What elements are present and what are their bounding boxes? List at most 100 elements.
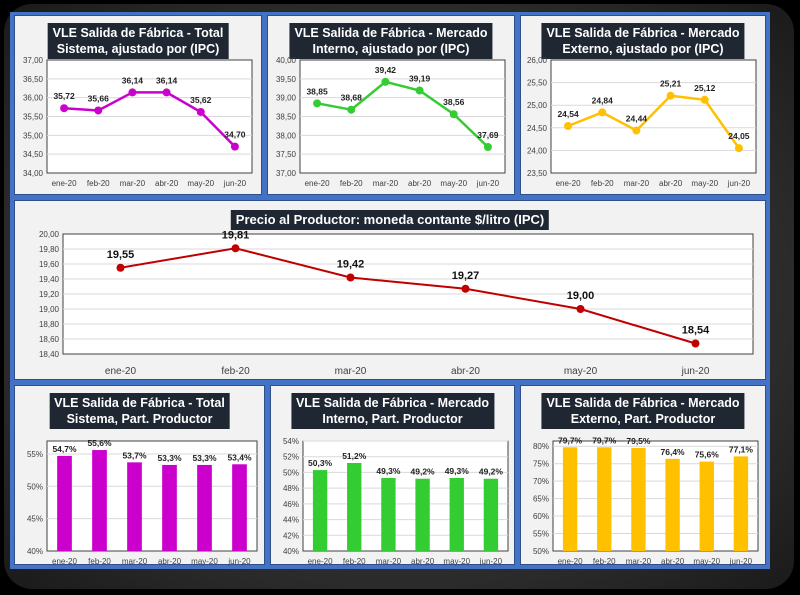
x-tick-label: mar-20 [122,557,148,566]
y-tick-label: 39,50 [276,75,297,84]
data-label: 36,14 [156,75,178,85]
data-label: 54,7% [52,444,77,454]
y-tick-label: 50% [27,482,43,491]
chart-title-line1: VLE Salida de Fábrica - Mercado [546,26,740,40]
bar [57,455,72,551]
x-tick-label: jun-20 [681,366,710,377]
x-tick-label: ene-20 [305,179,330,188]
chart-title-line1: VLE Salida de Fábrica - Total [52,26,224,40]
y-tick-label: 40% [283,547,299,556]
y-tick-label: 19,80 [39,245,60,254]
x-tick-label: abr-20 [158,557,182,566]
chart-title-line2: Interno, ajustado por (IPC) [312,42,470,56]
data-label: 35,62 [190,95,212,105]
data-label: 79,7% [592,435,617,445]
y-tick-label: 19,00 [39,305,60,314]
panel-externo-part: VLE Salida de Fábrica - Mercado Externo, … [520,385,766,566]
chart-title: VLE Salida de Fábrica - Total Sistema, aj… [47,23,229,59]
bar [449,477,464,551]
y-tick-label: 70% [533,477,549,486]
data-label: 34,70 [224,130,246,140]
y-tick-label: 19,20 [39,290,60,299]
series-line [64,91,236,148]
y-tick-label: 40% [27,547,43,556]
y-tick-label: 50% [283,468,299,477]
data-point [162,88,171,97]
chart-title-text: Precio al Productor: moneda contante $/l… [235,212,545,227]
chart-svg: 37,00 37,50 38,00 38,50 39,00 39,50 40,00 ene-2… [276,56,506,188]
data-label: 75,6% [695,450,720,460]
data-label: 39,19 [409,74,431,84]
data-label: 53,7% [122,450,147,460]
y-tick-label: 45% [27,515,43,524]
x-tick-label: mar-20 [626,557,652,566]
data-label: 37,69 [477,130,499,140]
data-label: 25,12 [694,83,716,93]
data-label: 24,44 [626,114,648,124]
y-tick-label: 35,50 [23,113,44,122]
chart-title-line1: VLE Salida de Fábrica - Mercado [546,396,740,410]
y-tick-label: 52% [283,453,299,462]
data-point [734,144,743,153]
data-point [483,143,492,152]
x-tick-label: jun-20 [479,557,503,566]
y-tick-label: 18,40 [39,350,60,359]
data-label: 49,3% [376,466,401,476]
y-tick-label: 18,60 [39,335,60,344]
y-tick-label: 34,00 [23,169,44,178]
data-label: 25,21 [660,79,682,89]
x-tick-label: abr-20 [659,179,683,188]
x-tick-label: jun-20 [476,179,500,188]
data-label: 76,4% [661,447,686,457]
chart-title-line2: Interno, Part. Productor [322,412,463,426]
data-label: 53,3% [157,453,182,463]
data-label: 18,54 [682,325,710,337]
y-tick-label: 55% [27,450,43,459]
x-tick-label: may-20 [693,557,720,566]
bar [597,447,612,551]
x-tick-label: jun-20 [223,179,247,188]
data-point [691,339,700,348]
y-tick-label: 60% [533,512,549,521]
plot-area [302,440,509,552]
data-point [700,95,709,104]
data-label: 77,1% [729,444,754,454]
y-tick-label: 18,80 [39,320,60,329]
series-line [120,247,696,345]
chart-title-line1: VLE Salida de Fábrica - Mercado [294,26,488,40]
y-tick-label: 48% [283,484,299,493]
series-line [316,80,489,148]
bar [381,477,396,551]
data-label: 55,6% [87,438,112,448]
data-label: 19,42 [337,259,365,271]
chart-svg: 34,00 34,50 35,00 35,50 36,00 36,50 37,00 ene-2… [23,56,253,188]
x-tick-label: abr-20 [155,179,179,188]
chart-title-line2: Externo, Part. Productor [570,412,716,426]
y-tick-label: 75% [533,460,549,469]
y-tick-label: 55% [533,530,549,539]
data-label: 24,54 [557,109,579,119]
data-label: 36,14 [122,75,144,85]
panel-interno-part: VLE Salida de Fábrica - Mercado Interno, … [270,385,515,566]
data-point [128,88,137,97]
data-point [230,142,239,151]
data-label: 79,5% [626,436,651,446]
bar [127,462,142,551]
chart-title: VLE Salida de Fábrica - Mercado Interno, … [290,393,495,429]
data-label: 51,2% [342,451,367,461]
x-tick-label: feb-20 [221,366,250,377]
x-tick-label: abr-20 [661,557,685,566]
y-tick-label: 24,00 [527,146,548,155]
y-tick-label: 37,00 [23,56,44,65]
x-tick-label: mar-20 [120,179,146,188]
x-tick-label: feb-20 [593,557,616,566]
y-tick-label: 50% [533,547,549,556]
chart-svg: 50% 55% 60% 65% 70% 75% 80% ene-20 feb-20 mar-20 a… [533,435,759,566]
y-tick-label: 34,50 [23,150,44,159]
y-tick-label: 65% [533,495,549,504]
chart-svg: 40% 42% 44% 46% 48% 50% 52% 54% ene-20 feb-20 mar-… [283,437,509,566]
bar [92,450,107,551]
data-point [415,86,424,95]
y-tick-label: 42% [283,531,299,540]
x-tick-label: mar-20 [335,366,367,377]
